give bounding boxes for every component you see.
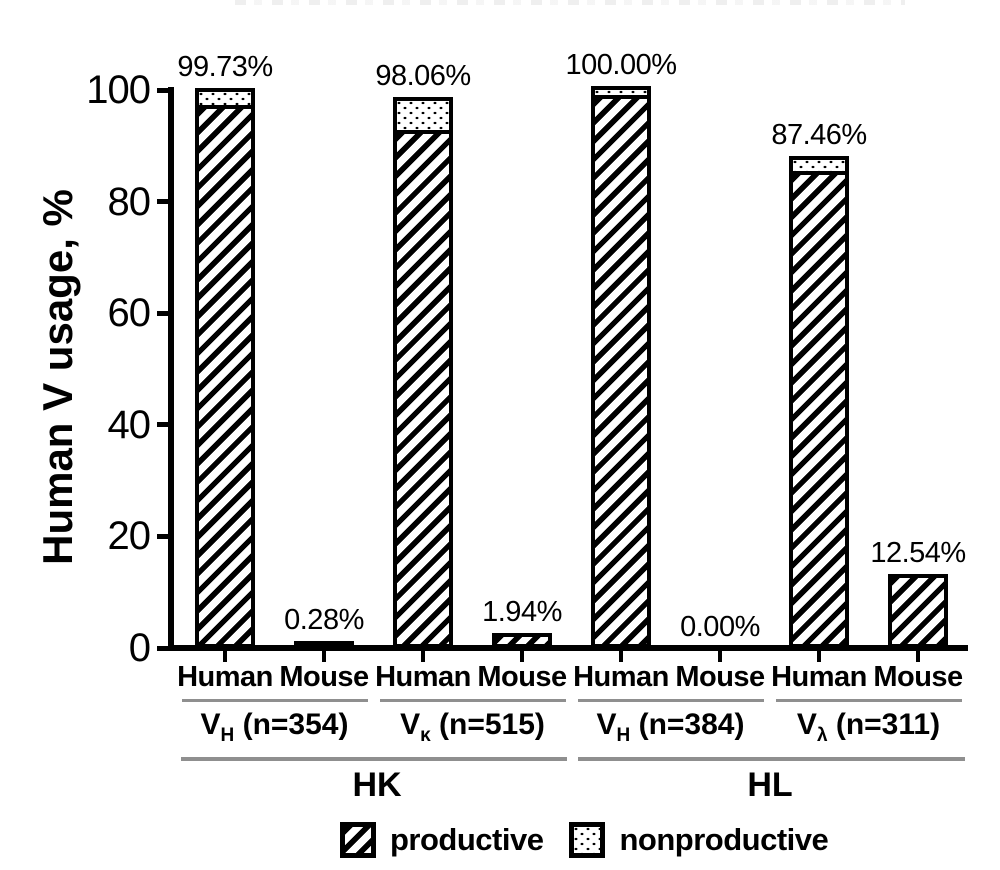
category-label-mouse: Mouse [675,661,765,693]
bar-mouse-group1 [492,633,552,648]
group-axis-label: Vκ (n=515) [363,703,583,751]
category-label-mouse: Mouse [873,661,963,693]
bar-value-label: 100.00% [565,49,678,81]
gene-letter: V [596,708,617,741]
gene-subscript: κ [420,725,431,746]
bar-value-label: 12.54% [870,537,966,569]
bar-human-group1 [393,97,453,648]
bar-segment-nonproductive [595,90,647,95]
bar-value-label: 1.94% [482,596,562,628]
x-tick-mark [322,648,326,662]
y-tick-mark [157,645,173,651]
category-label-human: Human [573,661,669,693]
bar-value-label: 0.28% [284,604,364,636]
gene-letter: V [796,708,817,741]
group-axis-label: Vλ (n=311) [759,703,979,751]
bar-value-label: 99.73% [177,51,273,83]
category-label-human: Human [177,661,273,693]
bar-segment-productive [199,105,251,644]
y-tick-label: 100 [86,68,151,112]
y-tick-label: 60 [107,291,152,336]
x-tick-mark [421,648,425,662]
gene-letter: V [200,708,221,741]
bar-segment-productive [397,130,449,644]
parent-group-label-hl: HL [747,766,793,804]
y-tick-mark [157,199,173,205]
y-tick-mark [157,310,173,316]
gene-subscript: H [616,725,631,746]
sample-count: (n=515) [430,708,545,741]
y-tick-mark [157,422,173,428]
productive-hatch-swatch-icon [340,822,376,858]
gene-letter: V [400,708,421,741]
sample-count: (n=311) [827,708,941,741]
pair-underline [181,699,368,702]
group-axis-label: VH (n=384) [561,703,781,751]
y-tick-label: 0 [128,626,151,670]
y-tick-mark [157,87,173,93]
category-label-human: Human [375,661,471,693]
pair-underline [577,699,764,702]
y-tick-label: 40 [107,402,152,447]
bar-value-label: 98.06% [375,60,471,92]
bar-segment-productive [496,637,548,644]
legend-label-nonproductive: nonproductive [619,822,829,857]
x-tick-mark [520,648,524,662]
y-axis-line [168,87,174,651]
legend: productive nonproductive [340,820,829,860]
parent-underline-hl [578,757,965,761]
x-tick-mark [718,648,722,662]
x-axis-line [168,645,968,651]
bar-segment-productive [595,95,647,644]
gene-subscript: H [220,725,235,746]
x-tick-mark [619,648,623,662]
y-tick-label: 80 [107,179,152,224]
group-axis-label: VH (n=354) [165,703,385,751]
bar-human-group0 [195,88,255,648]
parent-underline-hk [181,757,567,761]
bar-segment-nonproductive [397,101,449,130]
bar-value-label: 87.46% [771,119,867,151]
nonproductive-dots-swatch-icon [569,822,606,858]
parent-group-label-hk: HK [352,766,402,804]
sample-count: (n=354) [234,708,349,741]
x-tick-mark [817,648,821,662]
category-label-mouse: Mouse [477,661,567,693]
category-label-mouse: Mouse [279,661,369,693]
pair-underline [379,699,566,702]
legend-label-productive: productive [390,822,544,857]
y-tick-mark [157,533,173,539]
gene-subscript: λ [816,725,828,746]
bar-human-group2 [591,86,651,648]
x-tick-mark [916,648,920,662]
pair-underline [775,699,962,702]
category-label-human: Human [771,661,867,693]
bar-mouse-group3 [888,574,948,648]
cropped-title-remnant [235,0,905,5]
bar-segment-nonproductive [199,92,251,105]
bar-segment-productive [793,171,845,644]
bar-segment-productive [892,578,944,644]
x-tick-mark [223,648,227,662]
sample-count: (n=384) [630,708,745,741]
bar-mouse-group0 [294,641,354,649]
y-tick-label: 20 [107,514,152,559]
bar-value-label: 0.00% [680,611,760,643]
bar-segment-nonproductive [793,160,845,171]
bar-human-group3 [789,156,849,648]
